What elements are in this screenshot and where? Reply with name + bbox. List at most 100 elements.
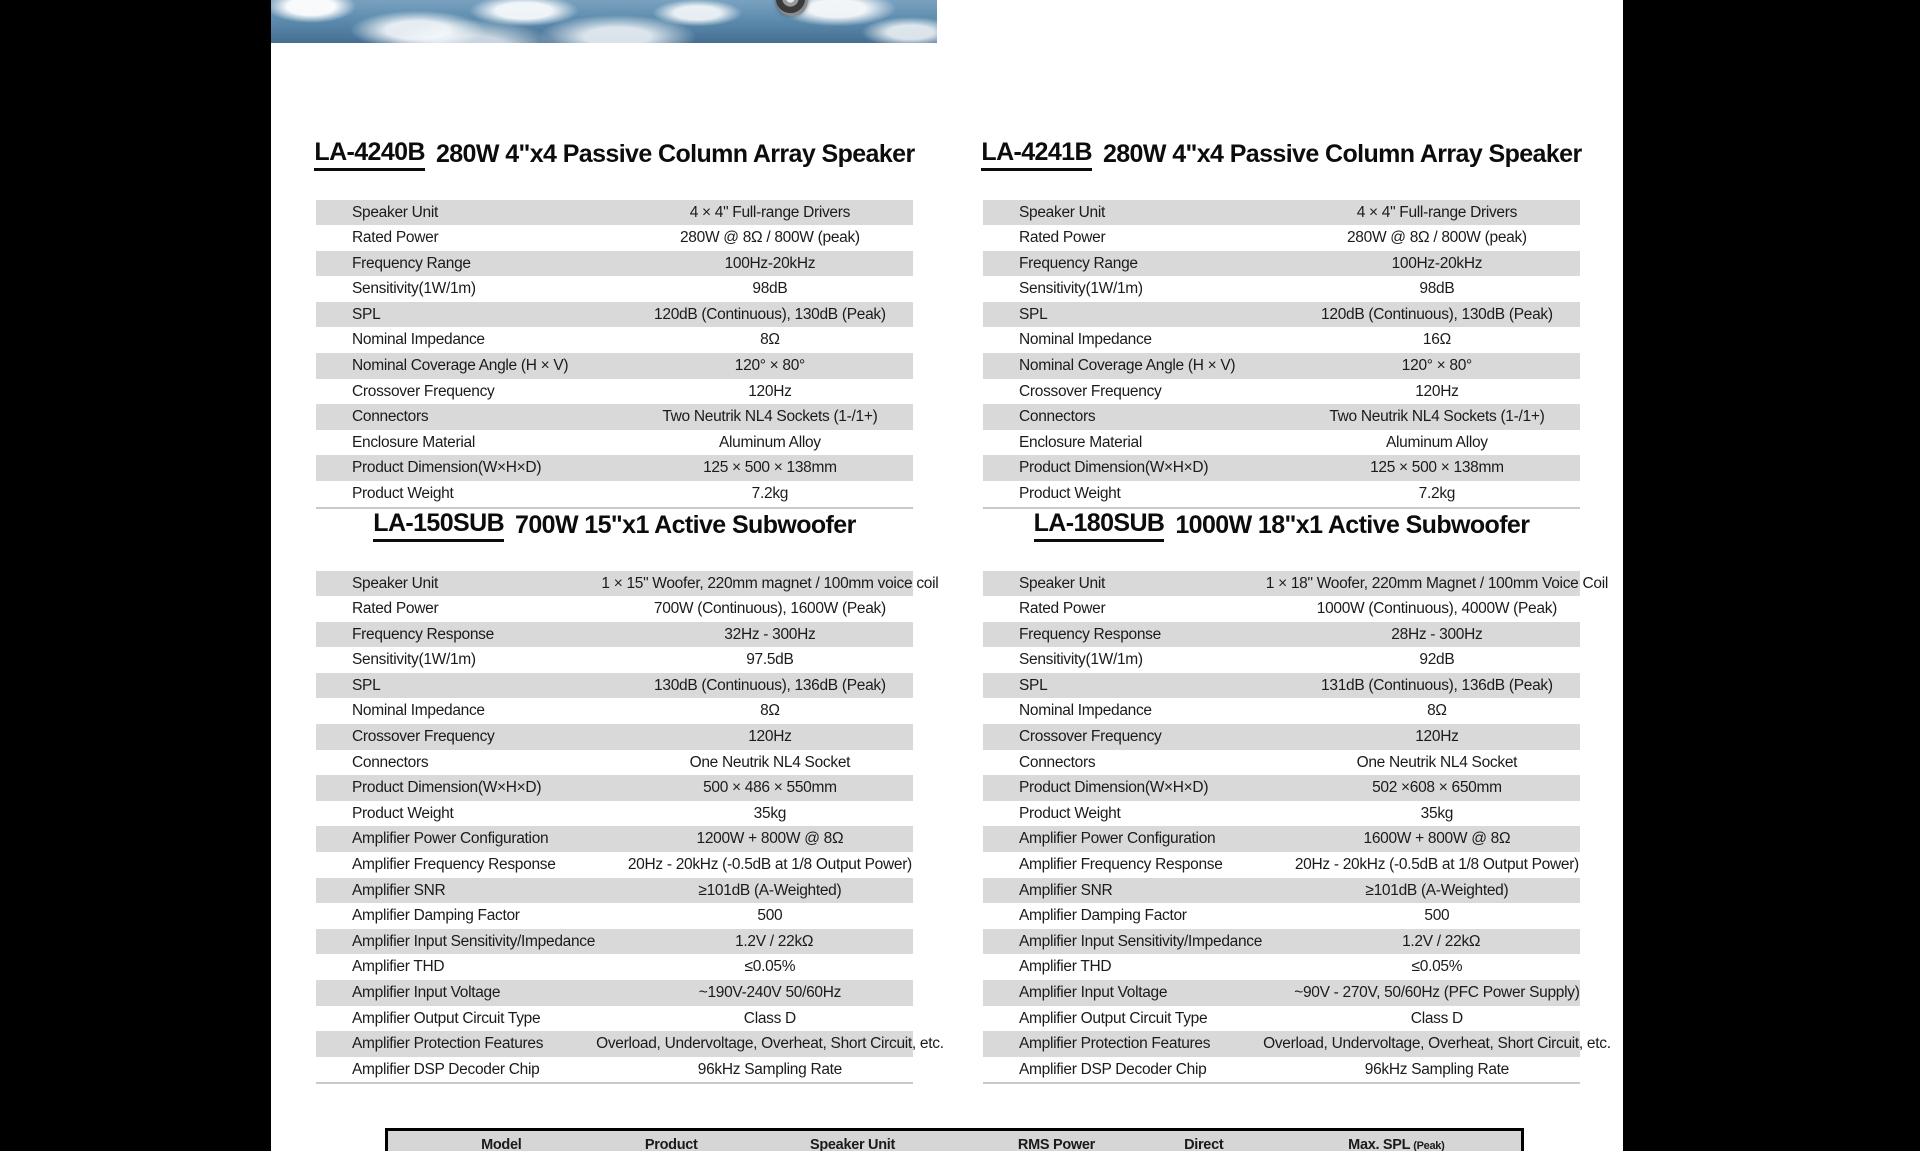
spec-row: Amplifier Output Circuit Type Class D [316,1006,913,1032]
spec-value: ~190V-240V 50/60Hz [698,984,842,1001]
spec-label: Nominal Coverage Angle (H × V) [352,357,569,375]
spec-value: ≥101dB (A-Weighted) [1365,881,1509,899]
spec-row: Rated Power 280W @ 8Ω / 800W (peak) [983,225,1580,251]
spec-value: 120° × 80° [1401,357,1472,375]
product-description: 700W 15"x1 Active Subwoofer [515,511,856,540]
spec-label: Product Weight [1019,485,1121,503]
summary-header-cell: Model [388,1137,615,1151]
spec-label: Amplifier Output Circuit Type [352,1009,541,1027]
spec-row: Rated Power 1000W (Continuous), 4000W (Pe… [983,596,1580,622]
spec-value: 280W @ 8Ω / 800W (peak) [679,229,860,247]
spec-label: Amplifier Frequency Response [352,856,556,874]
summary-header-label: Direct [1184,1137,1224,1151]
spec-value: ≥101dB (A-Weighted) [698,881,842,899]
spec-value: 28Hz - 300Hz [1391,625,1483,643]
spec-label: Nominal Impedance [1019,702,1152,720]
spec-label: Speaker Unit [1019,203,1106,221]
spec-table-title: LA-180SUB 1000W 18"x1 Active Subwoofer [983,502,1580,550]
spec-value: 120° × 80° [734,357,805,375]
spec-label: Connectors [352,753,429,771]
spec-label: Sensitivity(1W/1m) [1019,280,1143,298]
spec-row: Crossover Frequency 120Hz [983,379,1580,405]
spec-value: 4 × 4" Full-range Drivers [689,203,851,221]
spec-label: Amplifier Input Sensitivity/Impedance [352,932,596,950]
summary-header-cell: Speaker Unit [728,1137,977,1151]
spec-row: Sensitivity(1W/1m) 92dB [983,647,1580,673]
spec-value: 120Hz [1415,382,1459,400]
spec-row: Amplifier Power Configuration 1600W + 800… [983,826,1580,853]
spec-row: Crossover Frequency 120Hz [983,724,1580,750]
spec-value: 20Hz - 20kHz (-0.5dB at 1/8 Output Power… [1294,856,1579,874]
summary-header-suffix: (Peak) [1413,1140,1445,1151]
spec-row: Nominal Impedance 8Ω [316,327,913,353]
spec-value: 35kg [753,804,787,822]
spec-row: SPL 130dB (Continuous), 136dB (Peak) [316,672,913,699]
spec-value: 500 [757,907,783,925]
spec-table-la4240b: LA-4240B 280W 4"x4 Passive Column Array S… [314,110,915,509]
spec-value: 1200W + 800W @ 8Ω [696,830,844,848]
spec-label: Connectors [1019,408,1096,426]
spec-value: 1 × 15" Woofer, 220mm magnet / 100mm voi… [601,574,939,592]
spec-row: Amplifier Frequency Response 20Hz - 20kHz… [316,852,913,878]
spec-label: Amplifier THD [1019,958,1112,976]
spec-label: Frequency Response [352,625,494,643]
spec-value: 700W (Continuous), 1600W (Peak) [653,600,886,618]
spec-row: Amplifier SNR ≥101dB (A-Weighted) [983,877,1580,904]
spec-label: Frequency Range [352,254,471,272]
spec-label: Amplifier Output Circuit Type [1019,1009,1208,1027]
spec-label: Crossover Frequency [1019,382,1162,400]
spec-row: Product Dimension(W×H×D) 125 × 500 × 138m… [983,455,1580,482]
spec-value: Class D [743,1009,796,1027]
spec-label: Speaker Unit [1019,574,1106,592]
spec-row: Amplifier THD ≤0.05% [983,954,1580,980]
spec-label: Nominal Impedance [1019,331,1152,349]
spec-row: Amplifier THD ≤0.05% [316,954,913,980]
spec-value: 125 × 500 × 138mm [1370,459,1504,477]
spec-row: Amplifier Input Voltage ~90V - 270V, 50/6… [983,980,1580,1006]
spec-label: Sensitivity(1W/1m) [1019,651,1143,669]
spec-label: Speaker Unit [352,203,439,221]
spec-value: 100Hz-20kHz [724,254,816,272]
spec-row: Frequency Range 100Hz-20kHz [316,250,913,277]
spec-label: Product Weight [352,804,454,822]
spec-value: 8Ω [760,702,780,720]
spec-row: Enclosure Material Aluminum Alloy [316,430,913,456]
spec-value: 500 × 486 × 550mm [703,779,837,797]
spec-value: 35kg [1420,804,1454,822]
spec-row: Speaker Unit 1 × 15" Woofer, 220mm magnet… [316,570,939,597]
spec-row: Crossover Frequency 120Hz [316,379,913,405]
spec-row: Crossover Frequency 120Hz [316,724,913,750]
spec-label: Product Dimension(W×H×D) [1019,459,1209,477]
spec-label: Amplifier SNR [352,881,446,899]
spec-row: Product Weight 35kg [983,801,1580,827]
spec-label: Crossover Frequency [1019,728,1162,746]
spec-row: Product Weight 7.2kg [316,481,913,507]
spec-table-title: LA-4240B 280W 4"x4 Passive Column Array S… [314,131,915,179]
spec-value: Overload, Undervoltage, Overheat, Short … [1263,1035,1611,1053]
spec-label: Frequency Response [1019,625,1161,643]
spec-label: Rated Power [1019,600,1106,618]
spec-row: Amplifier DSP Decoder Chip 96kHz Sampling… [983,1057,1580,1083]
spec-row: Amplifier Damping Factor 500 [983,903,1580,929]
spec-value: 92dB [1419,651,1455,669]
spec-label: Frequency Range [1019,254,1138,272]
spec-label: Rated Power [352,600,439,618]
spec-rows: Speaker Unit 1 × 15" Woofer, 220mm magnet… [316,570,944,1085]
spec-row: Connectors One Neutrik NL4 Socket [983,750,1580,776]
spec-table-la150sub: LA-150SUB 700W 15"x1 Active Subwoofer Spe… [316,481,944,1085]
spec-row: Product Dimension(W×H×D) 502 ×608 × 650mm [983,775,1580,801]
spec-row: Amplifier Damping Factor 500 [316,903,913,929]
summary-header-cell: Max. SPL (Peak) [1272,1137,1521,1151]
spec-value: 1.2V / 22kΩ [1402,932,1481,950]
spec-row: Product Dimension(W×H×D) 125 × 500 × 138m… [316,455,913,482]
product-description: 1000W 18"x1 Active Subwoofer [1175,511,1530,540]
spec-value: 130dB (Continuous), 136dB (Peak) [654,676,886,694]
spec-row: Amplifier Frequency Response 20Hz - 20kHz… [983,852,1580,878]
spec-label: Product Dimension(W×H×D) [1019,779,1209,797]
model-number: LA-180SUB [1033,509,1165,543]
spec-value: One Neutrik NL4 Socket [689,753,851,771]
spec-row: Sensitivity(1W/1m) 98dB [983,276,1580,302]
spec-row: Sensitivity(1W/1m) 97.5dB [316,647,913,673]
spec-row: SPL 120dB (Continuous), 130dB (Peak) [983,301,1580,328]
